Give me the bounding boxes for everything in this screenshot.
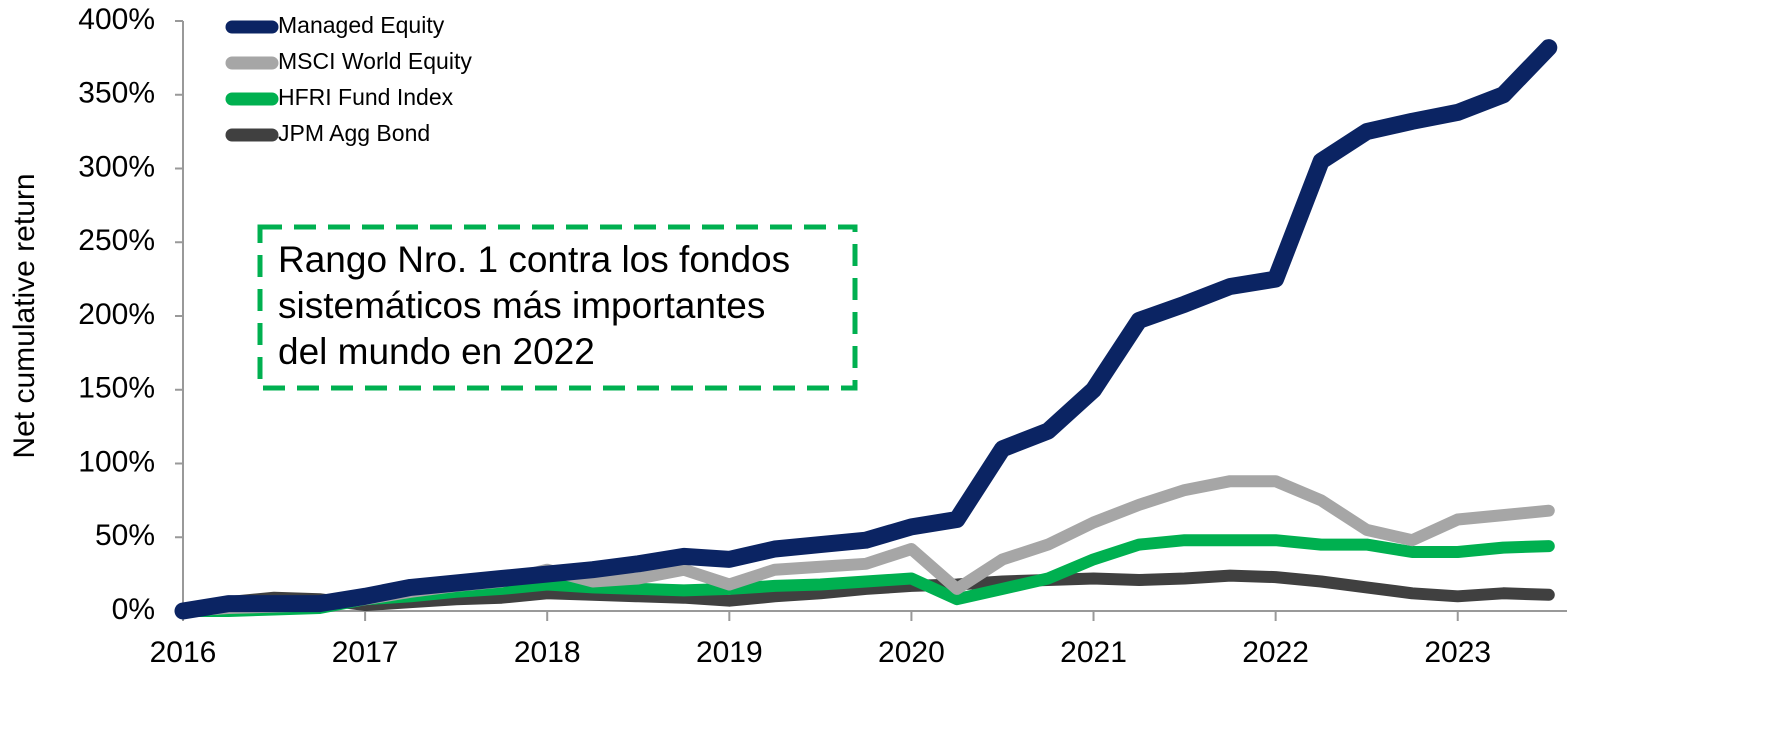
y-tick-label: 400%	[78, 3, 155, 36]
legend-label: HFRI Fund Index	[278, 84, 454, 110]
annotation-line: Rango Nro. 1 contra los fondos	[278, 239, 790, 280]
annotation-line: sistemáticos más importantes	[278, 285, 765, 326]
annotation-box	[257, 224, 858, 391]
annotation-line: del mundo en 2022	[278, 331, 595, 372]
x-tick-label: 2023	[1424, 636, 1491, 669]
y-tick-label: 300%	[78, 150, 155, 183]
x-tick-label: 2021	[1060, 636, 1127, 669]
y-tick-label: 0%	[112, 593, 155, 626]
x-tick-label: 2018	[514, 636, 581, 669]
y-tick-label: 150%	[78, 372, 155, 405]
x-tick-label: 2020	[878, 636, 945, 669]
x-tick-label: 2017	[332, 636, 399, 669]
legend-label: Managed Equity	[278, 12, 445, 38]
legend-label: JPM Agg Bond	[278, 120, 430, 146]
y-tick-label: 100%	[78, 445, 155, 478]
x-tick-label: 2022	[1242, 636, 1309, 669]
y-tick-label: 200%	[78, 298, 155, 331]
x-tick-label: 2016	[150, 636, 217, 669]
legend-label: MSCI World Equity	[278, 48, 472, 74]
x-tick-label: 2019	[696, 636, 763, 669]
series-line	[174, 39, 1558, 620]
y-tick-label: 50%	[95, 519, 155, 552]
y-tick-label: 350%	[78, 77, 155, 110]
y-tick-label: 250%	[78, 224, 155, 257]
y-axis-label: Net cumulative return	[8, 173, 41, 458]
